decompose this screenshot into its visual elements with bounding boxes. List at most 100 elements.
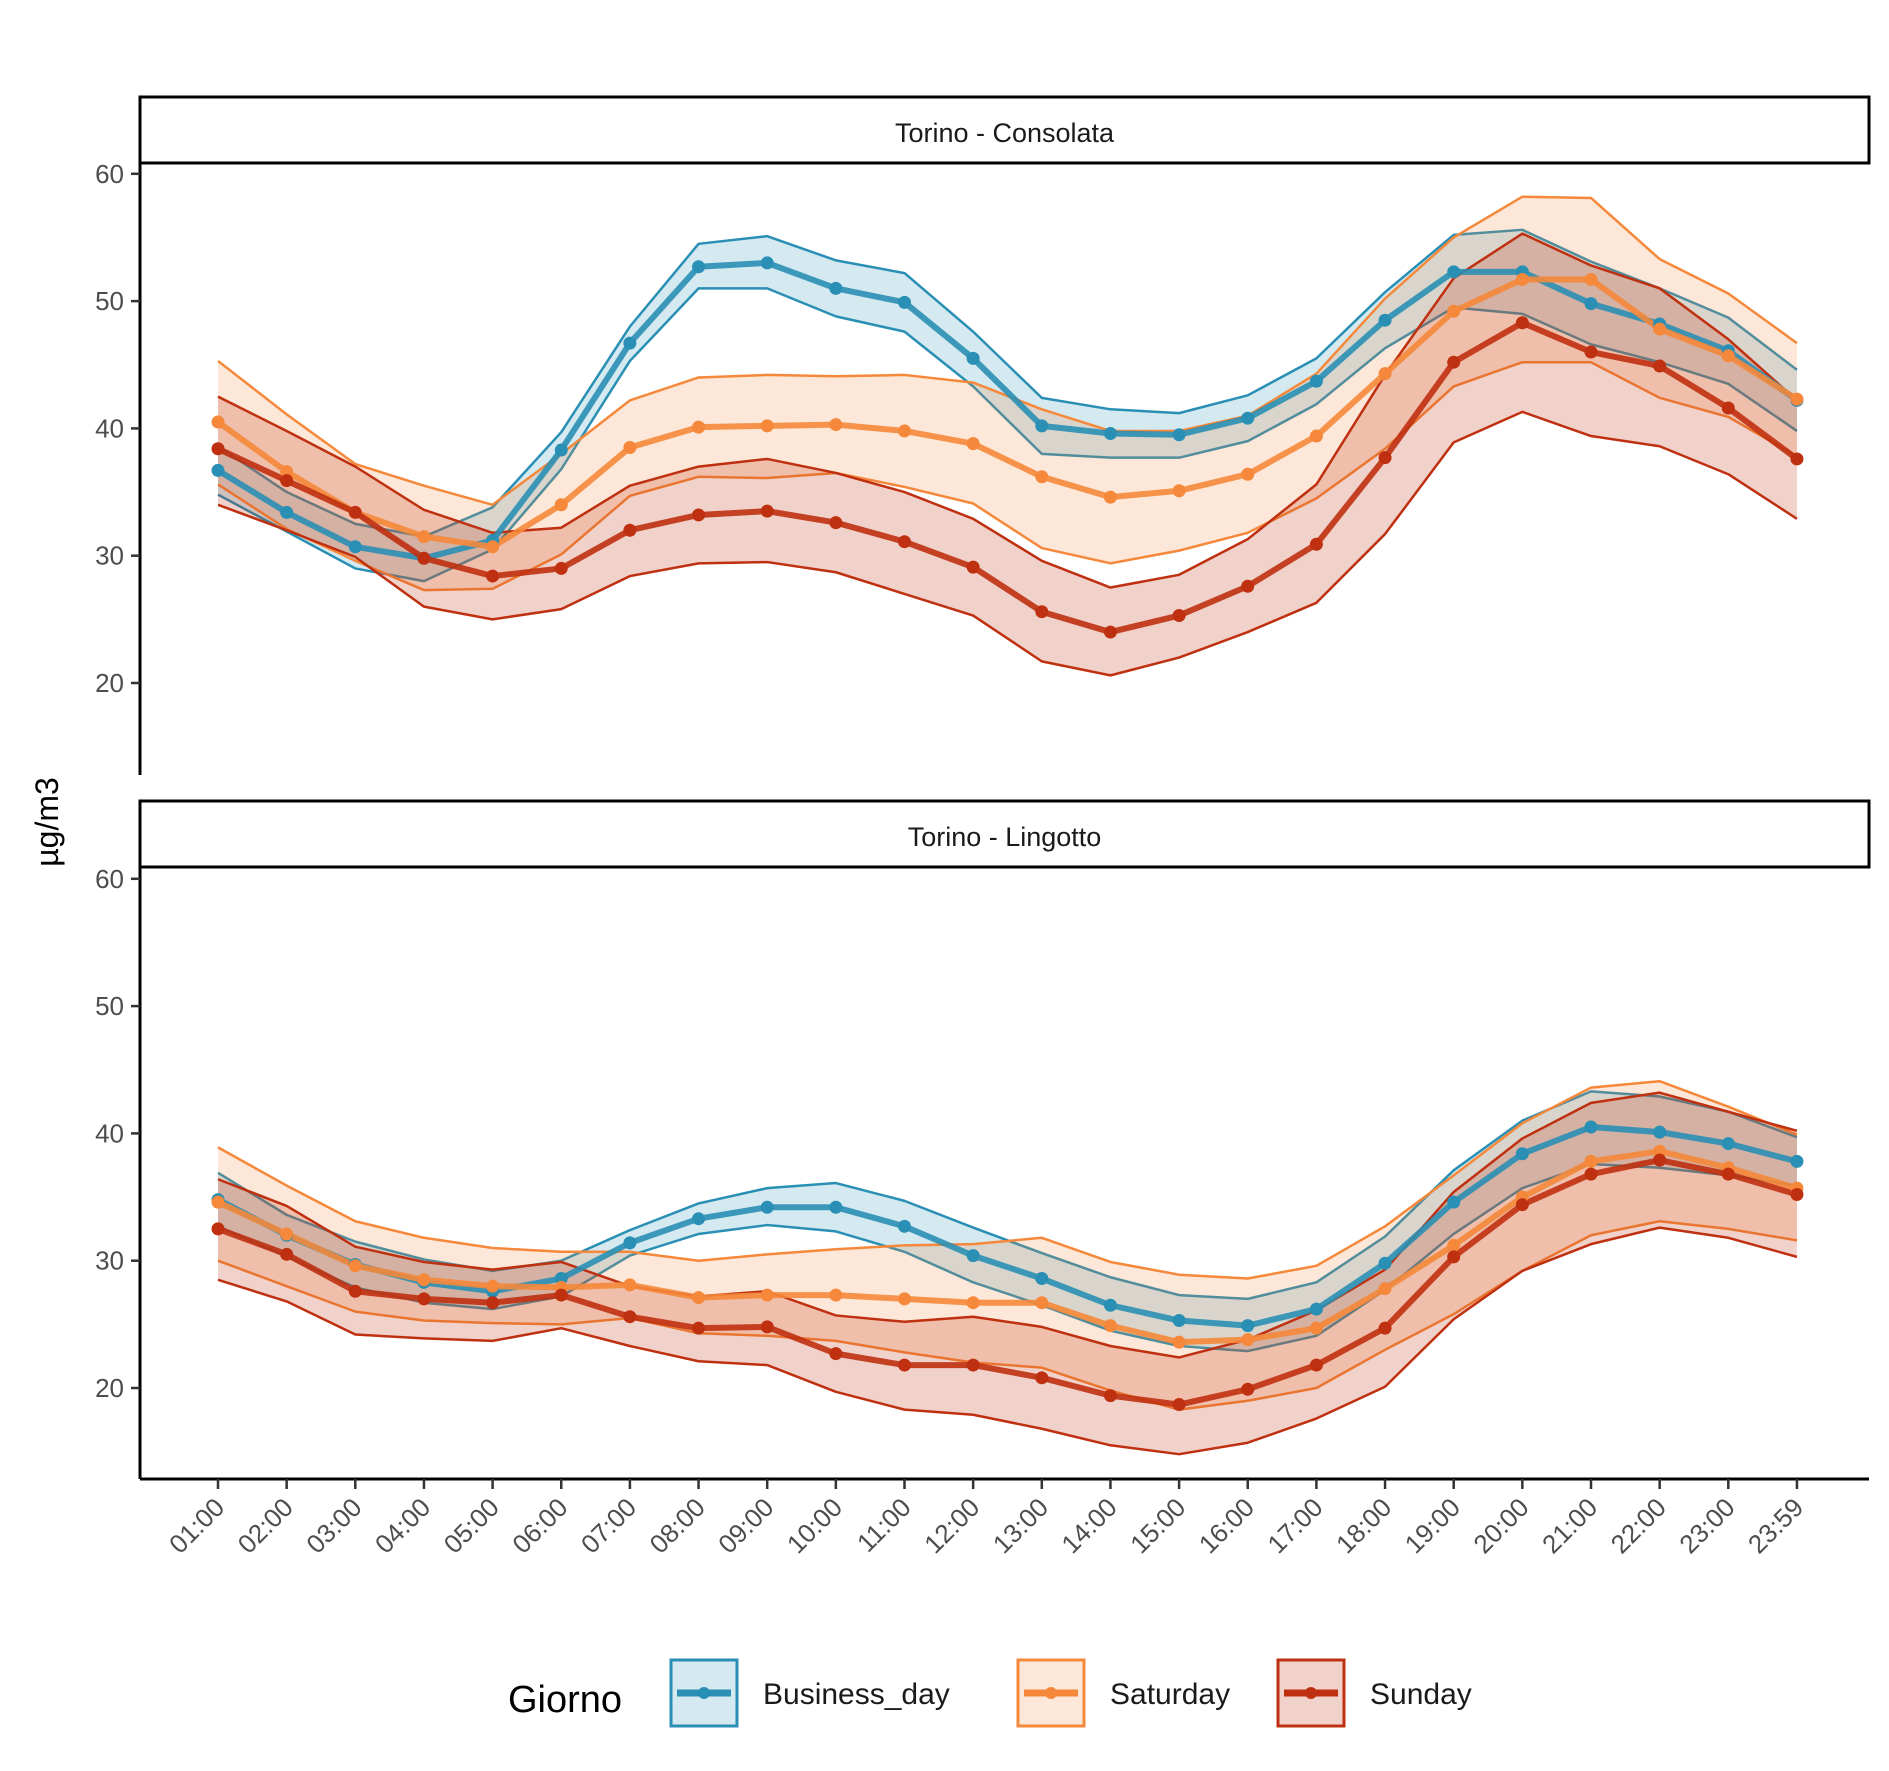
data-point-sunday xyxy=(692,1321,706,1335)
band-business-day xyxy=(218,1091,1797,1352)
legend-point-sunday xyxy=(1305,1687,1317,1699)
panel-torino-lingotto: Torino - Lingotto 20 30 40 50 60 xyxy=(95,799,1871,1479)
data-point-business-day xyxy=(1035,419,1049,433)
data-point-business-day xyxy=(554,1272,568,1286)
data-point-sunday xyxy=(692,508,706,522)
y-tick-label: 40 xyxy=(95,1118,124,1148)
y-axis: 20 30 40 50 60 xyxy=(95,864,142,1479)
y-tick-label: 50 xyxy=(95,286,124,316)
data-point-sunday xyxy=(1309,1358,1323,1372)
legend-item-business-day: Business_day xyxy=(669,1658,950,1728)
data-point-business-day xyxy=(623,336,637,350)
data-point-sunday xyxy=(1721,401,1735,415)
data-point-sunday xyxy=(211,442,225,456)
data-point-saturday xyxy=(623,440,637,454)
data-point-sunday xyxy=(417,551,431,565)
data-point-saturday xyxy=(486,540,500,554)
data-point-sunday xyxy=(1653,359,1667,373)
data-point-business-day xyxy=(760,1200,774,1214)
y-tick-label: 30 xyxy=(95,1246,124,1276)
data-point-saturday xyxy=(1378,1282,1392,1296)
data-point-sunday xyxy=(280,1247,294,1261)
data-point-saturday xyxy=(1584,272,1598,286)
data-point-business-day xyxy=(692,260,706,274)
data-point-sunday xyxy=(1378,451,1392,465)
y-tick-label: 40 xyxy=(95,413,124,443)
band-lower-sunday xyxy=(217,410,1798,677)
data-point-saturday xyxy=(1309,1321,1323,1335)
y-tick-label: 60 xyxy=(95,864,124,894)
data-point-saturday xyxy=(1103,1319,1117,1333)
legend: Giorno Business_day Saturday Sunday xyxy=(508,1658,1472,1728)
data-point-sunday xyxy=(1447,1250,1461,1264)
data-point-sunday xyxy=(623,523,637,537)
data-point-sunday xyxy=(623,1310,637,1324)
data-point-sunday xyxy=(1584,1167,1598,1181)
data-point-sunday xyxy=(554,561,568,575)
data-point-business-day xyxy=(1309,374,1323,388)
data-point-sunday xyxy=(280,474,294,488)
data-point-business-day xyxy=(1447,265,1461,279)
band-saturday xyxy=(218,1081,1797,1410)
data-point-saturday xyxy=(1790,392,1804,406)
data-point-sunday xyxy=(829,1347,843,1361)
data-point-saturday xyxy=(829,1288,843,1302)
data-point-sunday xyxy=(1103,625,1117,639)
data-point-saturday xyxy=(211,415,225,429)
data-point-business-day xyxy=(1584,297,1598,311)
data-point-saturday xyxy=(898,1292,911,1306)
data-point-saturday xyxy=(1447,1238,1461,1252)
data-point-saturday xyxy=(280,465,294,479)
data-point-saturday xyxy=(623,1278,637,1292)
data-point-sunday xyxy=(1035,1371,1049,1385)
band-upper-sunday xyxy=(217,232,1798,589)
data-point-sunday xyxy=(1241,1382,1255,1396)
data-point-saturday xyxy=(760,419,774,433)
data-point-sunday xyxy=(898,535,911,549)
legend-point-business-day xyxy=(698,1687,710,1699)
band-lower-sunday xyxy=(217,1226,1798,1456)
data-point-saturday xyxy=(1653,322,1667,336)
data-point-business-day xyxy=(1241,411,1255,425)
series-line-business-day xyxy=(215,1124,1800,1329)
panel-strip xyxy=(138,95,1871,165)
data-point-business-day xyxy=(966,351,980,365)
series-line-saturday xyxy=(215,276,1800,550)
data-point-saturday xyxy=(348,1259,362,1273)
band-saturday xyxy=(218,196,1797,591)
data-point-sunday xyxy=(1584,345,1598,359)
data-point-business-day xyxy=(1721,1137,1735,1151)
data-point-business-day xyxy=(1241,1319,1255,1333)
data-point-saturday xyxy=(1241,1333,1255,1347)
band-lower-saturday xyxy=(217,1219,1798,1411)
band-upper-sunday xyxy=(217,1091,1798,1359)
data-point-saturday xyxy=(692,420,706,434)
data-point-saturday xyxy=(1378,367,1392,381)
data-point-saturday xyxy=(760,1288,774,1302)
data-point-saturday xyxy=(1241,467,1255,481)
data-point-sunday xyxy=(486,1296,500,1310)
data-point-business-day xyxy=(898,295,911,309)
band-sunday xyxy=(218,1092,1797,1455)
data-point-sunday xyxy=(1103,1389,1117,1403)
data-point-saturday xyxy=(211,1195,225,1209)
legend-label-saturday: Saturday xyxy=(1110,1678,1230,1711)
data-point-sunday xyxy=(1515,316,1529,330)
data-point-sunday xyxy=(348,1284,362,1298)
band-lower-business-day xyxy=(217,1162,1798,1353)
y-tick-label: 20 xyxy=(95,668,124,698)
data-point-business-day xyxy=(623,1236,637,1250)
band-lower-business-day xyxy=(217,287,1798,583)
data-point-business-day xyxy=(1378,1256,1392,1270)
series-line-saturday xyxy=(215,1148,1800,1346)
data-point-sunday xyxy=(760,1320,774,1334)
data-point-sunday xyxy=(1172,1398,1186,1412)
data-point-business-day xyxy=(1172,428,1186,442)
data-point-business-day xyxy=(1515,1147,1529,1161)
data-point-sunday xyxy=(1721,1167,1735,1181)
band-sunday xyxy=(218,233,1797,676)
legend-item-saturday: Saturday xyxy=(1016,1658,1230,1728)
y-axis-title: µg/m3 xyxy=(29,777,65,867)
data-point-sunday xyxy=(966,560,980,574)
data-point-saturday xyxy=(829,418,843,432)
